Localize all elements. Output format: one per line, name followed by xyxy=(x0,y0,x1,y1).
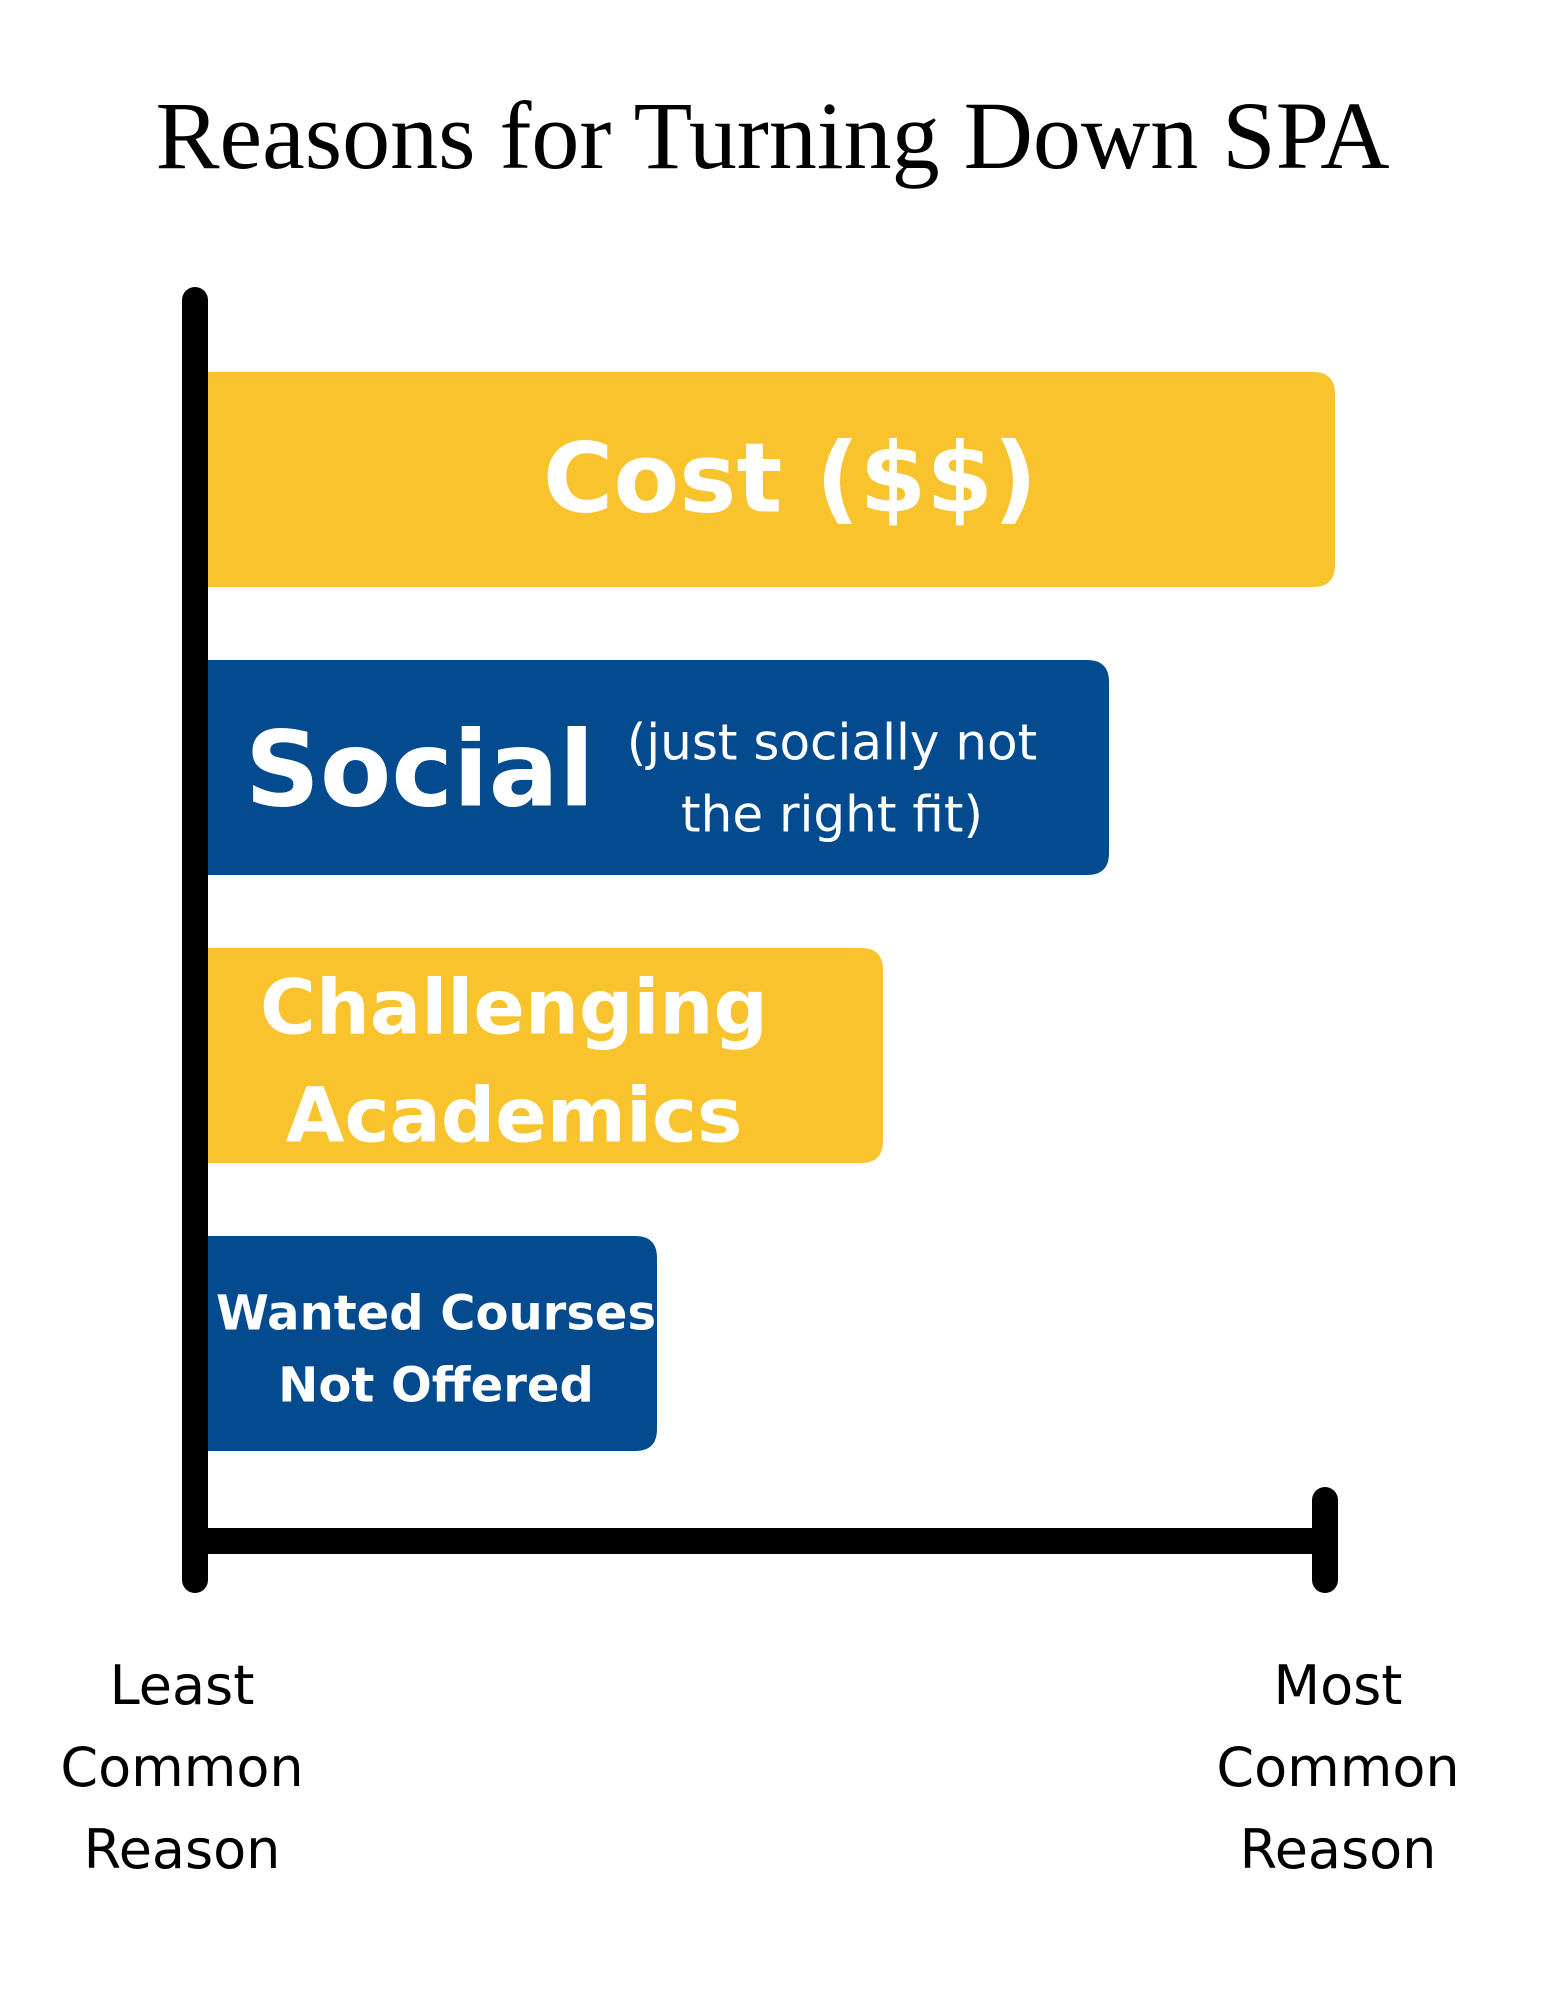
bar xyxy=(205,948,883,1163)
bar-label: Not Offered xyxy=(278,1358,594,1414)
bar xyxy=(205,372,1335,587)
x-axis-max-label: Most Common Reason xyxy=(1178,1645,1498,1891)
bar-label: Wanted Courses xyxy=(216,1286,656,1342)
bar xyxy=(205,1236,657,1451)
x-axis-min-label: Least Common Reason xyxy=(22,1645,342,1891)
x-axis-min-label-line: Reason xyxy=(83,1818,281,1881)
x-axis-max-label-line: Reason xyxy=(1239,1818,1437,1881)
bar-label: Cost ($$) xyxy=(543,423,1037,535)
bar-note: the right fit) xyxy=(681,786,983,844)
bar-label: Social xyxy=(245,709,594,831)
x-axis-min-label-line: Common xyxy=(60,1736,304,1799)
bar xyxy=(205,660,1109,875)
bar-note: (just socially not xyxy=(627,714,1037,772)
bar-label: Challenging xyxy=(260,963,768,1052)
bar-label: Academics xyxy=(286,1071,743,1160)
x-axis-max-label-line: Common xyxy=(1216,1736,1460,1799)
chart-title: Reasons for Turning Down SPA xyxy=(155,82,1390,189)
x-axis-max-label-line: Most xyxy=(1273,1654,1403,1717)
x-axis-min-label-line: Least xyxy=(109,1654,255,1717)
